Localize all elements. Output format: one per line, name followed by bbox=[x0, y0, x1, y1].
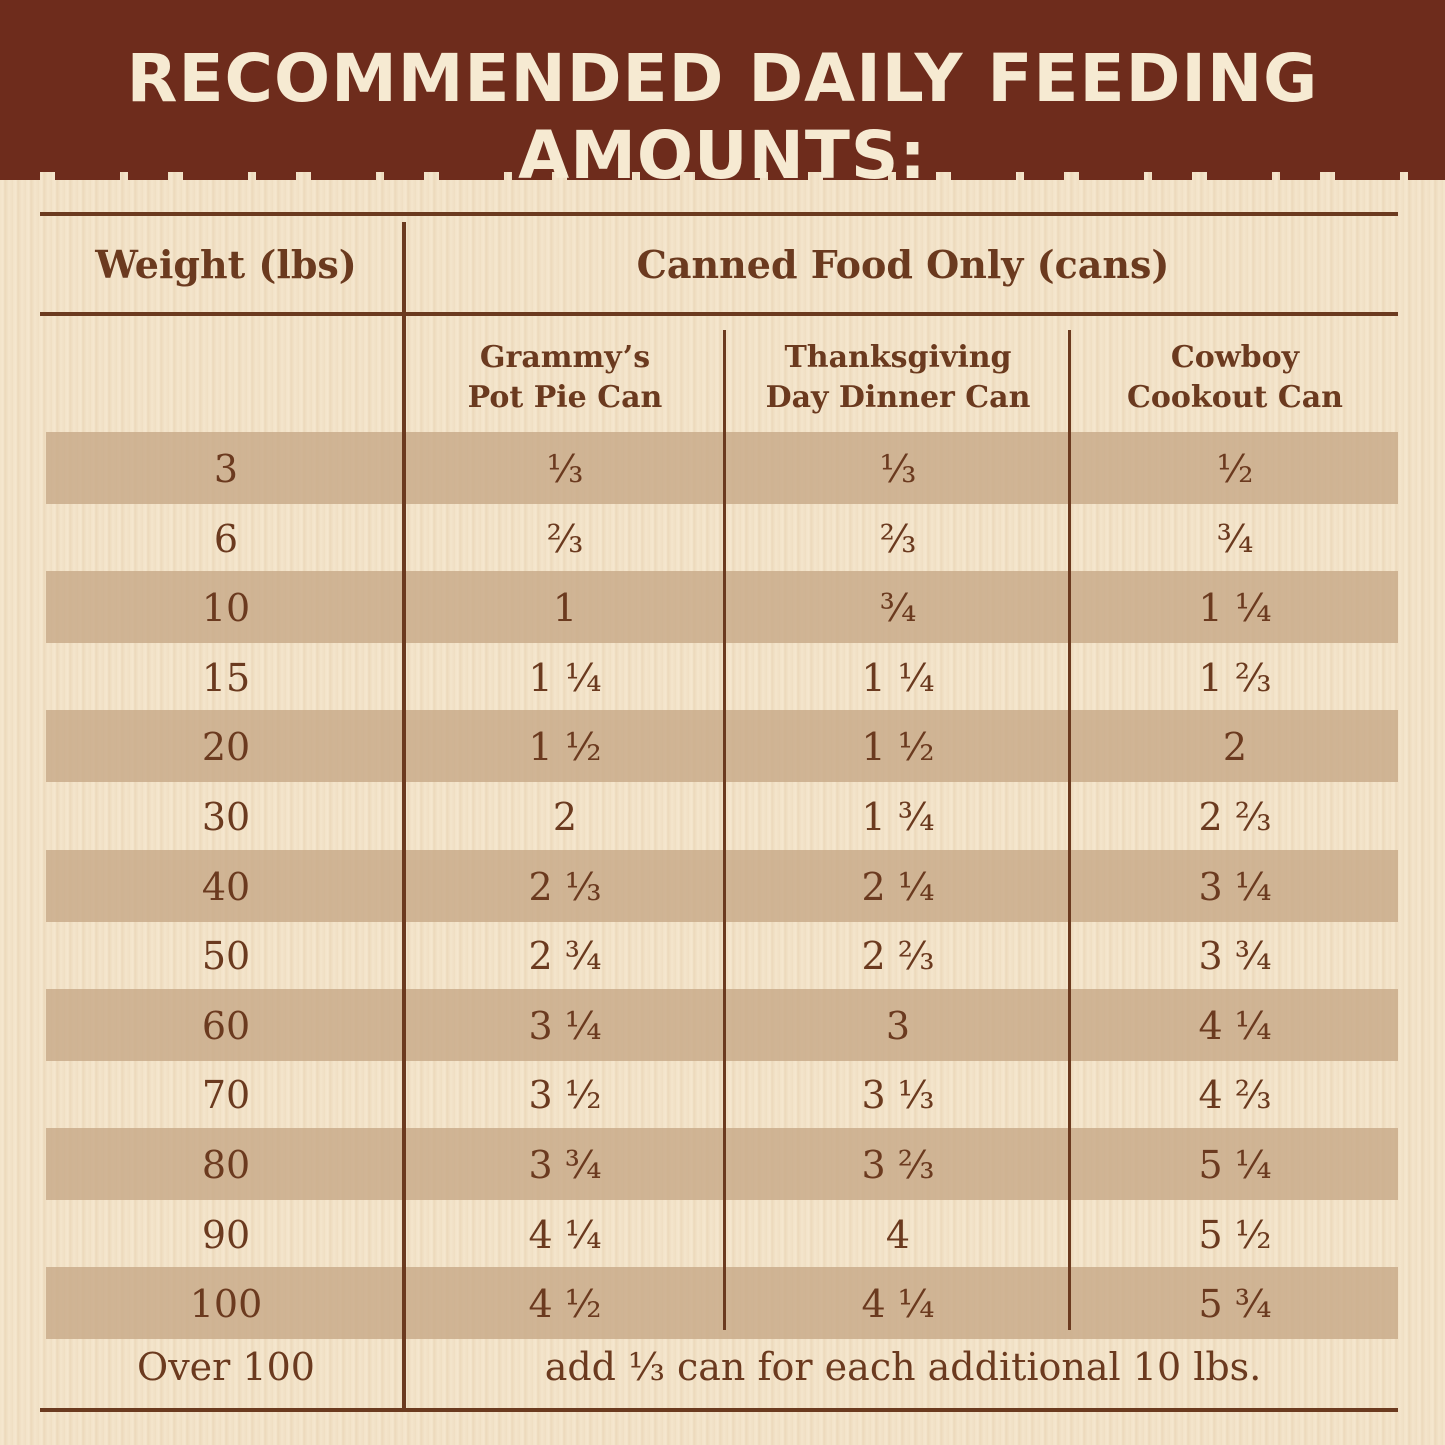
amount-cell: 4 ½ bbox=[528, 1282, 602, 1327]
weight-cell: 90 bbox=[201, 1212, 251, 1257]
weight-header: Weight (lbs) bbox=[95, 242, 357, 287]
footer-note: add ⅓ can for each additional 10 lbs. bbox=[544, 1345, 1262, 1389]
amount-cell: 1 ¼ bbox=[528, 655, 602, 700]
amount-cell: 4 ¼ bbox=[861, 1282, 935, 1327]
amount-cell: 5 ¾ bbox=[1198, 1282, 1272, 1327]
amount-cell: ⅔ bbox=[546, 516, 584, 561]
header-rule bbox=[40, 312, 1398, 316]
column-header-thanksgiving: Thanksgiving Day Dinner Can bbox=[765, 340, 1031, 415]
weight-cell: 40 bbox=[201, 864, 251, 909]
weight-cell: 3 bbox=[213, 447, 239, 491]
amount-cell: 2 ¼ bbox=[861, 864, 935, 909]
amount-cell: 1 ¾ bbox=[861, 795, 935, 839]
amount-cell: 3 ⅓ bbox=[861, 1073, 935, 1118]
row-stripe bbox=[46, 1128, 1398, 1200]
amount-cell: 4 bbox=[885, 1212, 911, 1257]
amount-cell: 1 ⅔ bbox=[1198, 655, 1272, 700]
row-stripe bbox=[46, 571, 1398, 644]
bottom-rule bbox=[40, 1408, 1398, 1412]
column-header-pot-pie: Grammy’s Pot Pie Can bbox=[467, 340, 663, 415]
weight-cell: 20 bbox=[201, 725, 251, 770]
amount-cell: 3 ¼ bbox=[528, 1003, 602, 1048]
amount-cell: 3 ½ bbox=[528, 1073, 602, 1118]
amount-cell: 2 bbox=[552, 795, 578, 839]
amount-cell: 3 bbox=[885, 1003, 911, 1048]
weight-cell: 10 bbox=[201, 586, 251, 631]
weight-cell: 30 bbox=[201, 795, 251, 839]
amount-cell: 3 ¼ bbox=[1198, 864, 1272, 909]
amount-cell: 5 ½ bbox=[1198, 1212, 1272, 1257]
amount-cell: 4 ¼ bbox=[1198, 1003, 1272, 1048]
amount-cell: ⅓ bbox=[879, 447, 917, 491]
amount-cell: ⅓ bbox=[546, 447, 584, 491]
weight-cell: 60 bbox=[201, 1003, 251, 1048]
weight-cell: 70 bbox=[201, 1073, 251, 1118]
amount-cell: 2 ⅓ bbox=[528, 864, 602, 909]
amount-cell: ¾ bbox=[1216, 516, 1254, 561]
top-rule bbox=[40, 212, 1398, 216]
weight-cell: 6 bbox=[213, 516, 239, 561]
amount-cell: 1 ¼ bbox=[1198, 586, 1272, 631]
amount-cell: 3 ¾ bbox=[1198, 934, 1272, 979]
amount-cell: 4 ¼ bbox=[528, 1212, 602, 1257]
page-title: RECOMMENDED DAILY FEEDING AMOUNTS: bbox=[126, 40, 1319, 194]
amount-cell: ¾ bbox=[879, 586, 917, 631]
amount-cell: ½ bbox=[1216, 447, 1254, 491]
row-stripe bbox=[46, 432, 1398, 504]
amount-cell: 3 ¾ bbox=[528, 1143, 602, 1187]
amount-cell: 2 bbox=[1222, 725, 1248, 770]
row-stripe bbox=[46, 849, 1398, 922]
amount-cell: 1 ½ bbox=[861, 725, 935, 770]
row-stripe bbox=[46, 710, 1398, 783]
weight-cell: 15 bbox=[201, 655, 251, 700]
title-banner bbox=[0, 0, 1445, 180]
weight-cell: 100 bbox=[189, 1282, 263, 1327]
amount-cell: 1 ½ bbox=[528, 725, 602, 770]
canned-food-header: Canned Food Only (cans) bbox=[636, 242, 1170, 287]
amount-cell: 4 ⅔ bbox=[1198, 1073, 1272, 1118]
row-stripe bbox=[46, 988, 1398, 1061]
amount-cell: 3 ⅔ bbox=[861, 1143, 935, 1187]
footer-weight: Over 100 bbox=[137, 1345, 315, 1389]
divider-weight bbox=[402, 222, 406, 1408]
divider-col-1 bbox=[723, 330, 726, 1330]
weight-cell: 50 bbox=[201, 934, 251, 979]
column-header-cowboy: Cowboy Cookout Can bbox=[1127, 340, 1343, 415]
amount-cell: 1 bbox=[552, 586, 578, 631]
amount-cell: 5 ¼ bbox=[1198, 1143, 1272, 1187]
amount-cell: ⅔ bbox=[879, 516, 917, 561]
amount-cell: 2 ¾ bbox=[528, 934, 602, 979]
amount-cell: 2 ⅔ bbox=[1198, 795, 1272, 839]
amount-cell: 2 ⅔ bbox=[861, 934, 935, 979]
row-stripe bbox=[46, 1267, 1398, 1340]
weight-cell: 80 bbox=[201, 1143, 251, 1187]
divider-col-2 bbox=[1068, 330, 1071, 1330]
banner-rough-edge bbox=[0, 168, 1445, 180]
amount-cell: 1 ¼ bbox=[861, 655, 935, 700]
